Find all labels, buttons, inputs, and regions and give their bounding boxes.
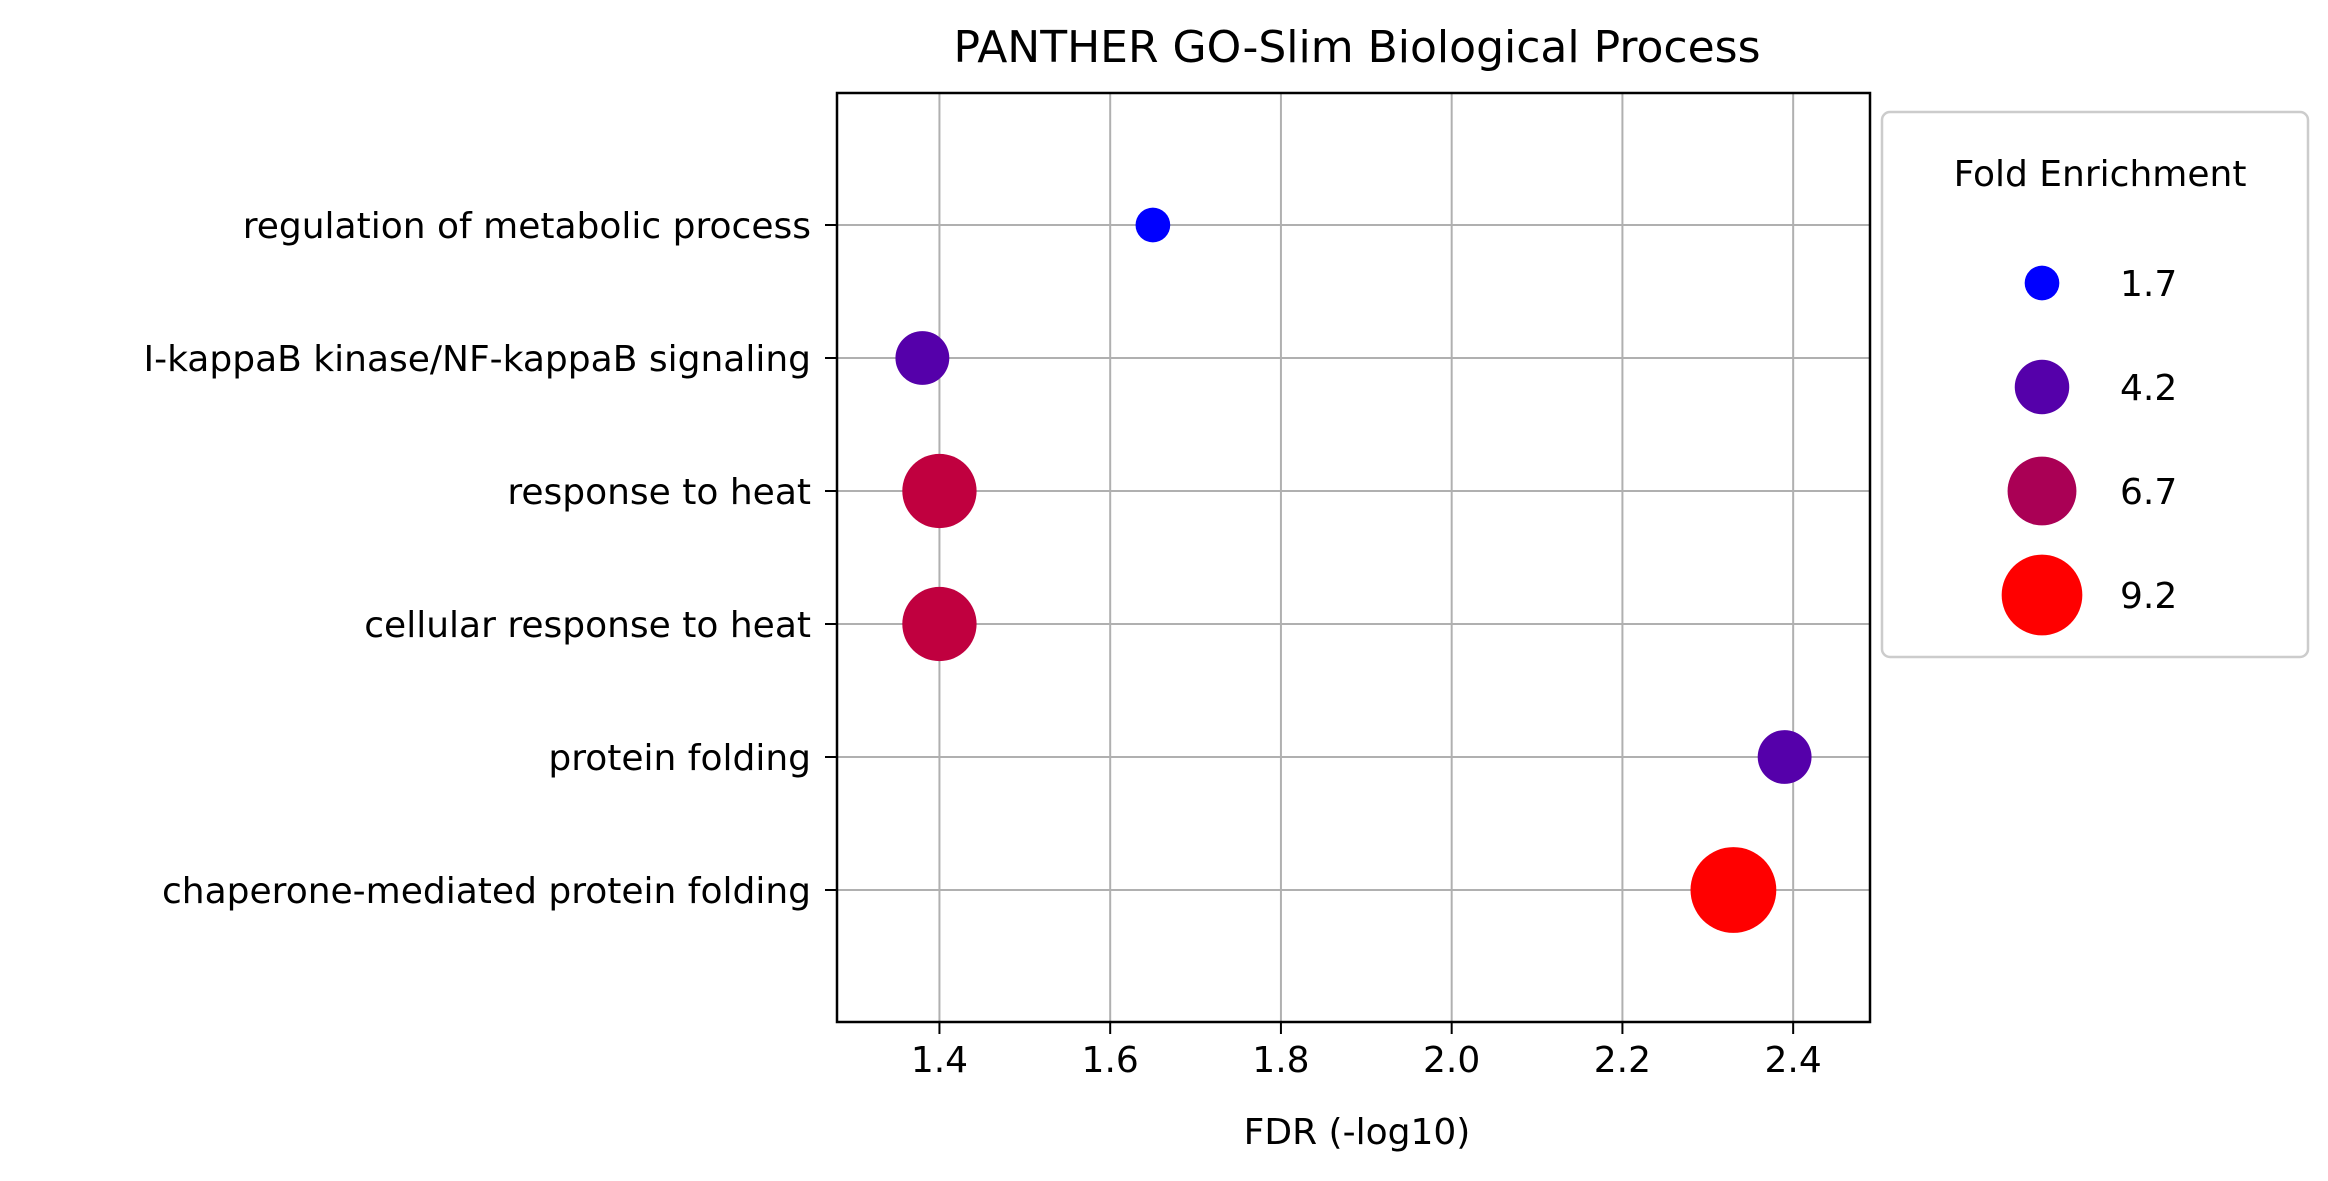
legend-label: 1.7 <box>2120 264 2177 305</box>
y-tick-label: I-kappaB kinase/NF-kappaB signaling <box>143 339 811 380</box>
x-tick-label: 2.0 <box>1423 1040 1480 1081</box>
legend-box <box>1880 110 2310 659</box>
data-point <box>1135 207 1171 243</box>
data-point <box>1690 847 1777 933</box>
y-tick-label: chaperone-mediated protein folding <box>162 871 811 912</box>
y-tick-label: cellular response to heat <box>364 605 811 646</box>
legend-marker <box>2001 554 2083 636</box>
data-point <box>895 331 950 385</box>
y-tick-label: protein folding <box>548 738 811 779</box>
legend-marker <box>2014 359 2070 415</box>
y-tick-label: regulation of metabolic process <box>243 206 811 247</box>
legend-title: Fold Enrichment <box>1954 154 2247 195</box>
x-tick-label: 1.8 <box>1252 1040 1309 1081</box>
legend-label: 9.2 <box>2120 576 2177 617</box>
legend-marker <box>2024 265 2060 301</box>
data-point <box>1757 730 1812 784</box>
x-tick-label: 2.2 <box>1594 1040 1651 1081</box>
x-tick-label: 1.4 <box>911 1040 968 1081</box>
chart-title: PANTHER GO-Slim Biological Process <box>953 22 1760 73</box>
legend-marker <box>2007 456 2077 526</box>
y-tick-label: response to heat <box>507 472 811 513</box>
legend-label: 4.2 <box>2120 368 2177 409</box>
legend-label: 6.7 <box>2120 472 2177 513</box>
plot-frame <box>835 91 1872 1024</box>
x-tick-label: 2.4 <box>1765 1040 1822 1081</box>
x-tick-label: 1.6 <box>1082 1040 1139 1081</box>
x-axis-label: FDR (-log10) <box>1244 1112 1471 1153</box>
data-point <box>902 586 977 662</box>
data-point <box>902 453 977 529</box>
